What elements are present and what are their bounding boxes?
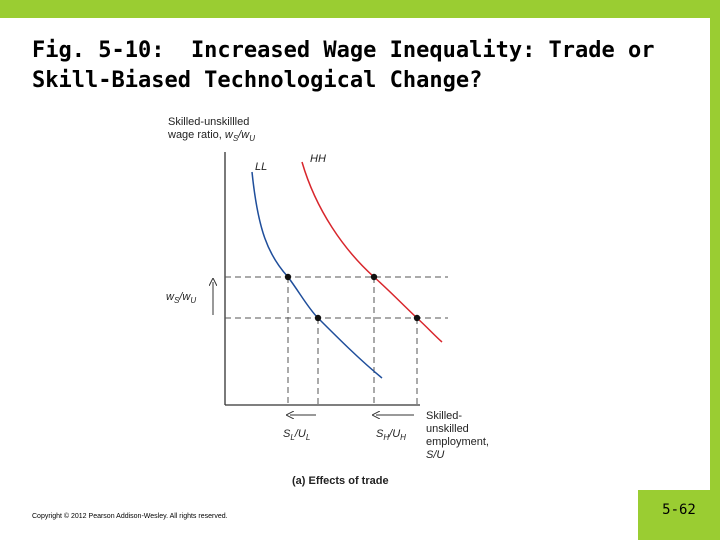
y-marker-label: wS/wU (166, 291, 196, 305)
page-number-badge: 5-62 (638, 490, 720, 540)
hh-curve-label: HH (310, 153, 326, 165)
x-tick-right-s: S (376, 428, 384, 440)
copyright-notice: Copyright © 2012 Pearson Addison-Wesley.… (32, 513, 228, 520)
ll-curve (251, 171, 383, 379)
x-tick-left-u: U (298, 428, 306, 440)
slide-title-line-1: Fig. 5-10: Increased Wage Inequality: Tr… (32, 38, 655, 63)
x-tick-left-s: S (283, 428, 291, 440)
point-ll-lower (314, 314, 322, 322)
x-axis-label-line-1: Skilled- (426, 410, 462, 422)
right-accent-bar (710, 0, 720, 540)
hh-curve (301, 161, 443, 343)
top-accent-bar (0, 0, 720, 18)
y-axis-label-line-2: wage ratio, wS/wU (167, 129, 255, 143)
y-marker-w: w (166, 291, 175, 303)
ll-curve-label: LL (255, 161, 267, 173)
x-axis-label-line-2: unskilled (426, 423, 469, 435)
y-axis-symbol-u-sub: U (249, 134, 255, 143)
x-tick-left-slash: / (294, 428, 299, 440)
x-tick-sl-ul: SL/UL (283, 428, 310, 442)
y-axis-symbol-slash: / (237, 129, 242, 141)
y-marker-u-sub: U (190, 296, 196, 305)
x-axis-label-line-3: employment, (426, 436, 489, 448)
x-tick-right-u-sub: H (400, 433, 406, 442)
y-axis-label-prefix: wage ratio, (167, 129, 225, 141)
point-ll-upper (284, 273, 292, 281)
y-axis-label-line-1: Skilled-unskillled (168, 116, 249, 128)
x-tick-right-u: U (392, 428, 400, 440)
x-axis-label-line-4: S/U (426, 449, 444, 461)
point-hh-lower (413, 314, 421, 322)
point-hh-upper (370, 273, 378, 281)
slide-title: Fig. 5-10: Increased Wage Inequality: Tr… (32, 36, 692, 96)
y-marker-s-sub: S (174, 296, 180, 305)
y-marker-slash: / (178, 291, 183, 303)
effects-of-trade-diagram: Skilled-unskillled wage ratio, wS/wU LL … (166, 116, 489, 487)
y-axis-symbol-s-sub: S (233, 134, 239, 143)
y-axis-symbol-w: w (225, 129, 234, 141)
y-marker-w2: w (182, 291, 191, 303)
x-tick-left-s-sub: L (290, 433, 294, 442)
page-number: 5-62 (662, 502, 696, 518)
x-tick-right-slash: / (388, 428, 393, 440)
x-tick-right-s-sub: H (383, 433, 389, 442)
x-tick-left-u-sub: L (306, 433, 310, 442)
x-tick-sh-uh: SH/UH (376, 428, 406, 442)
slide-title-line-2: Skill-Biased Technological Change? (32, 68, 483, 93)
y-axis-symbol-w2: w (241, 129, 250, 141)
figure-caption: (a) Effects of trade (292, 475, 389, 487)
